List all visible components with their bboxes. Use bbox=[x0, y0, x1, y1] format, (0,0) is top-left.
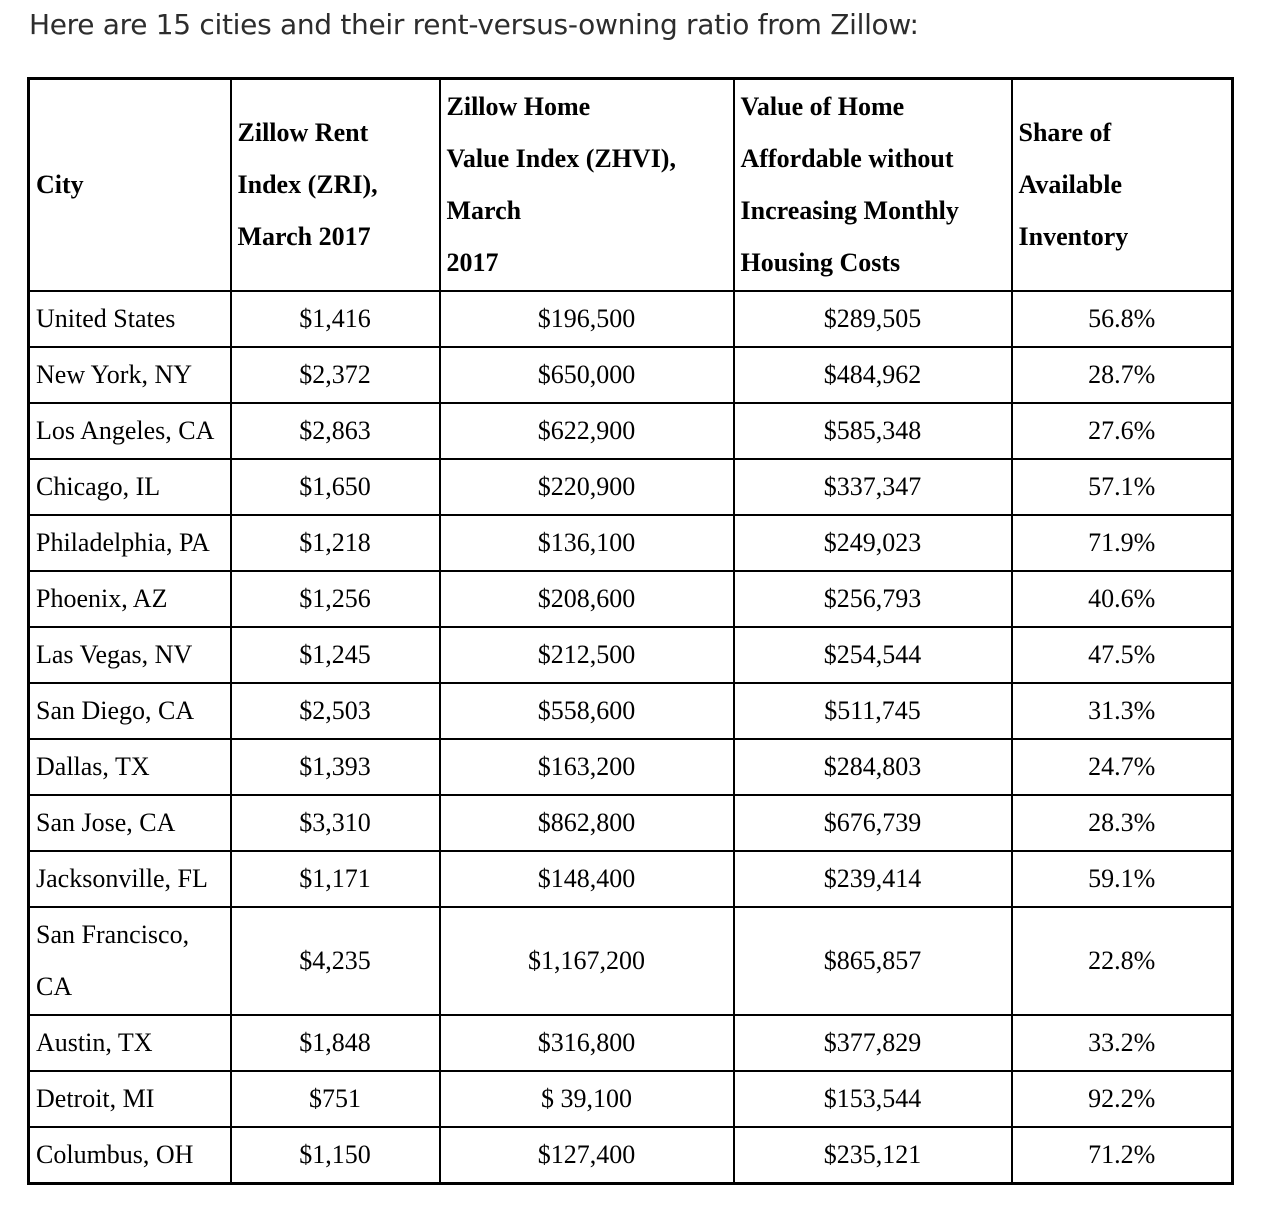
cell-affordable-value: $249,023 bbox=[732, 514, 1013, 572]
cell-city: Chicago, IL bbox=[27, 458, 232, 516]
cell-affordable-value: $153,544 bbox=[732, 1070, 1013, 1128]
cell-zri: $2,863 bbox=[229, 402, 441, 460]
cell-zri: $4,235 bbox=[229, 906, 441, 1016]
cell-affordable-value: $865,857 bbox=[732, 906, 1013, 1016]
cell-city: New York, NY bbox=[27, 346, 232, 404]
header-row: City Zillow Rent Index (ZRI), March 2017… bbox=[27, 77, 1234, 292]
cell-zri: $1,393 bbox=[229, 738, 441, 796]
cell-zhvi: $196,500 bbox=[438, 290, 735, 348]
cell-zri: $2,372 bbox=[229, 346, 441, 404]
table-row: Detroit, MI $751 $ 39,100 $153,544 92.2% bbox=[27, 1070, 1234, 1128]
cell-zhvi: $208,600 bbox=[438, 570, 735, 628]
cell-inventory-share: 28.7% bbox=[1010, 346, 1234, 404]
cell-inventory-share: 24.7% bbox=[1010, 738, 1234, 796]
cell-zri: $1,848 bbox=[229, 1014, 441, 1072]
cell-city: Los Angeles, CA bbox=[27, 402, 232, 460]
cell-zhvi: $ 39,100 bbox=[438, 1070, 735, 1128]
column-header-city: City bbox=[27, 77, 232, 292]
cell-inventory-share: 47.5% bbox=[1010, 626, 1234, 684]
cell-zhvi: $650,000 bbox=[438, 346, 735, 404]
cell-affordable-value: $585,348 bbox=[732, 402, 1013, 460]
cell-inventory-share: 22.8% bbox=[1010, 906, 1234, 1016]
cell-city: United States bbox=[27, 290, 232, 348]
column-header-affordable-value: Value of Home Affordable without Increas… bbox=[732, 77, 1013, 292]
cell-zri: $751 bbox=[229, 1070, 441, 1128]
cell-zhvi: $622,900 bbox=[438, 402, 735, 460]
table-row: Chicago, IL $1,650 $220,900 $337,347 57.… bbox=[27, 458, 1234, 516]
cell-inventory-share: 71.9% bbox=[1010, 514, 1234, 572]
cell-affordable-value: $235,121 bbox=[732, 1126, 1013, 1185]
table-row: Columbus, OH $1,150 $127,400 $235,121 71… bbox=[27, 1126, 1234, 1185]
cell-inventory-share: 31.3% bbox=[1010, 682, 1234, 740]
cell-affordable-value: $284,803 bbox=[732, 738, 1013, 796]
cell-inventory-share: 56.8% bbox=[1010, 290, 1234, 348]
table-row: Las Vegas, NV $1,245 $212,500 $254,544 4… bbox=[27, 626, 1234, 684]
cell-zhvi: $148,400 bbox=[438, 850, 735, 908]
cell-city: San Francisco, CA bbox=[27, 906, 232, 1016]
table-row: San Francisco, CA $4,235 $1,167,200 $865… bbox=[27, 906, 1234, 1016]
cell-zhvi: $316,800 bbox=[438, 1014, 735, 1072]
page-title: Here are 15 cities and their rent-versus… bbox=[29, 8, 919, 41]
cell-city: Austin, TX bbox=[27, 1014, 232, 1072]
cell-inventory-share: 27.6% bbox=[1010, 402, 1234, 460]
cell-zhvi: $136,100 bbox=[438, 514, 735, 572]
cell-affordable-value: $289,505 bbox=[732, 290, 1013, 348]
cell-city: Las Vegas, NV bbox=[27, 626, 232, 684]
cell-zri: $1,256 bbox=[229, 570, 441, 628]
table-row: Dallas, TX $1,393 $163,200 $284,803 24.7… bbox=[27, 738, 1234, 796]
cell-affordable-value: $511,745 bbox=[732, 682, 1013, 740]
cell-city: Philadelphia, PA bbox=[27, 514, 232, 572]
cell-inventory-share: 92.2% bbox=[1010, 1070, 1234, 1128]
column-header-inventory-share: Share of Available Inventory bbox=[1010, 77, 1234, 292]
cell-zhvi: $558,600 bbox=[438, 682, 735, 740]
column-header-zhvi: Zillow Home Value Index (ZHVI), March 20… bbox=[438, 77, 735, 292]
cell-city: Detroit, MI bbox=[27, 1070, 232, 1128]
table-row: Phoenix, AZ $1,256 $208,600 $256,793 40.… bbox=[27, 570, 1234, 628]
cell-zhvi: $212,500 bbox=[438, 626, 735, 684]
table-row: San Diego, CA $2,503 $558,600 $511,745 3… bbox=[27, 682, 1234, 740]
table-row: Philadelphia, PA $1,218 $136,100 $249,02… bbox=[27, 514, 1234, 572]
table-row: Jacksonville, FL $1,171 $148,400 $239,41… bbox=[27, 850, 1234, 908]
cell-inventory-share: 59.1% bbox=[1010, 850, 1234, 908]
cell-inventory-share: 28.3% bbox=[1010, 794, 1234, 852]
table-row: San Jose, CA $3,310 $862,800 $676,739 28… bbox=[27, 794, 1234, 852]
cell-city: Dallas, TX bbox=[27, 738, 232, 796]
cell-zri: $3,310 bbox=[229, 794, 441, 852]
cell-city: Phoenix, AZ bbox=[27, 570, 232, 628]
cell-affordable-value: $256,793 bbox=[732, 570, 1013, 628]
cell-city: Jacksonville, FL bbox=[27, 850, 232, 908]
cell-affordable-value: $484,962 bbox=[732, 346, 1013, 404]
rent-vs-own-table: City Zillow Rent Index (ZRI), March 2017… bbox=[27, 77, 1234, 1185]
cell-zri: $1,150 bbox=[229, 1126, 441, 1185]
cell-affordable-value: $254,544 bbox=[732, 626, 1013, 684]
cell-inventory-share: 71.2% bbox=[1010, 1126, 1234, 1185]
cell-zhvi: $862,800 bbox=[438, 794, 735, 852]
table-row: New York, NY $2,372 $650,000 $484,962 28… bbox=[27, 346, 1234, 404]
cell-zri: $2,503 bbox=[229, 682, 441, 740]
column-header-zri: Zillow Rent Index (ZRI), March 2017 bbox=[229, 77, 441, 292]
cell-city: Columbus, OH bbox=[27, 1126, 232, 1185]
table-row: United States $1,416 $196,500 $289,505 5… bbox=[27, 290, 1234, 348]
cell-zhvi: $127,400 bbox=[438, 1126, 735, 1185]
cell-zhvi: $163,200 bbox=[438, 738, 735, 796]
table-row: Los Angeles, CA $2,863 $622,900 $585,348… bbox=[27, 402, 1234, 460]
cell-affordable-value: $337,347 bbox=[732, 458, 1013, 516]
cell-zri: $1,650 bbox=[229, 458, 441, 516]
cell-affordable-value: $377,829 bbox=[732, 1014, 1013, 1072]
table-row: Austin, TX $1,848 $316,800 $377,829 33.2… bbox=[27, 1014, 1234, 1072]
cell-zhvi: $220,900 bbox=[438, 458, 735, 516]
cell-city: San Jose, CA bbox=[27, 794, 232, 852]
cell-city: San Diego, CA bbox=[27, 682, 232, 740]
cell-inventory-share: 57.1% bbox=[1010, 458, 1234, 516]
cell-affordable-value: $676,739 bbox=[732, 794, 1013, 852]
cell-affordable-value: $239,414 bbox=[732, 850, 1013, 908]
cell-zri: $1,416 bbox=[229, 290, 441, 348]
cell-inventory-share: 40.6% bbox=[1010, 570, 1234, 628]
cell-inventory-share: 33.2% bbox=[1010, 1014, 1234, 1072]
cell-zri: $1,218 bbox=[229, 514, 441, 572]
cell-zhvi: $1,167,200 bbox=[438, 906, 735, 1016]
cell-zri: $1,245 bbox=[229, 626, 441, 684]
cell-zri: $1,171 bbox=[229, 850, 441, 908]
